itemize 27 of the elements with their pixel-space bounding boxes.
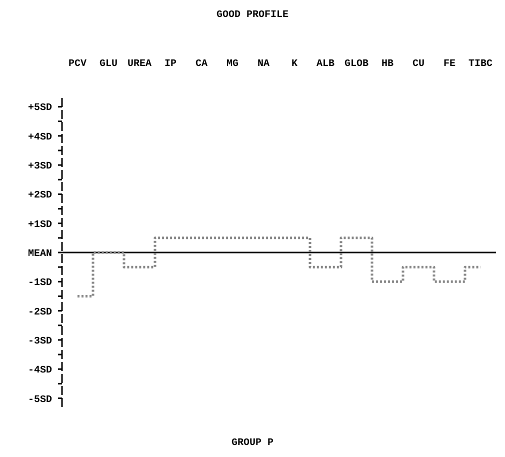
x-tick-label: NA xyxy=(257,59,270,70)
chart-title: GOOD PROFILE xyxy=(216,10,289,21)
x-tick-label: IP xyxy=(164,59,177,70)
y-tick-label: +3SD xyxy=(28,162,52,173)
x-tick-label: K xyxy=(291,59,298,70)
x-tick-label: GLOB xyxy=(344,59,369,70)
x-tick-label: CA xyxy=(195,59,208,70)
y-tick-label: -5SD xyxy=(28,394,52,406)
y-tick-label: +1SD xyxy=(28,220,52,231)
y-tick-label: -4SD xyxy=(28,366,52,377)
y-tick-label: -3SD xyxy=(28,336,52,348)
x-tick-label: HB xyxy=(381,59,394,70)
y-tick-label: +5SD xyxy=(28,103,52,114)
y-tick-label: +4SD xyxy=(28,132,52,144)
x-tick-label: ALB xyxy=(316,59,335,70)
x-tick-label: FE xyxy=(443,59,456,70)
x-tick-label: MG xyxy=(226,59,239,70)
x-tick-label: PCV xyxy=(68,59,87,70)
x-axis-title: GROUP P xyxy=(231,438,274,449)
y-tick-label: -2SD xyxy=(28,307,52,318)
y-tick-label: +2SD xyxy=(28,190,52,202)
y-tick-label: -1SD xyxy=(28,278,52,290)
x-tick-label: TIBC xyxy=(468,59,493,70)
x-tick-label: UREA xyxy=(127,59,152,70)
y-tick-label: MEAN xyxy=(28,249,52,260)
x-tick-label: GLU xyxy=(99,59,118,70)
x-tick-label: CU xyxy=(412,59,425,70)
